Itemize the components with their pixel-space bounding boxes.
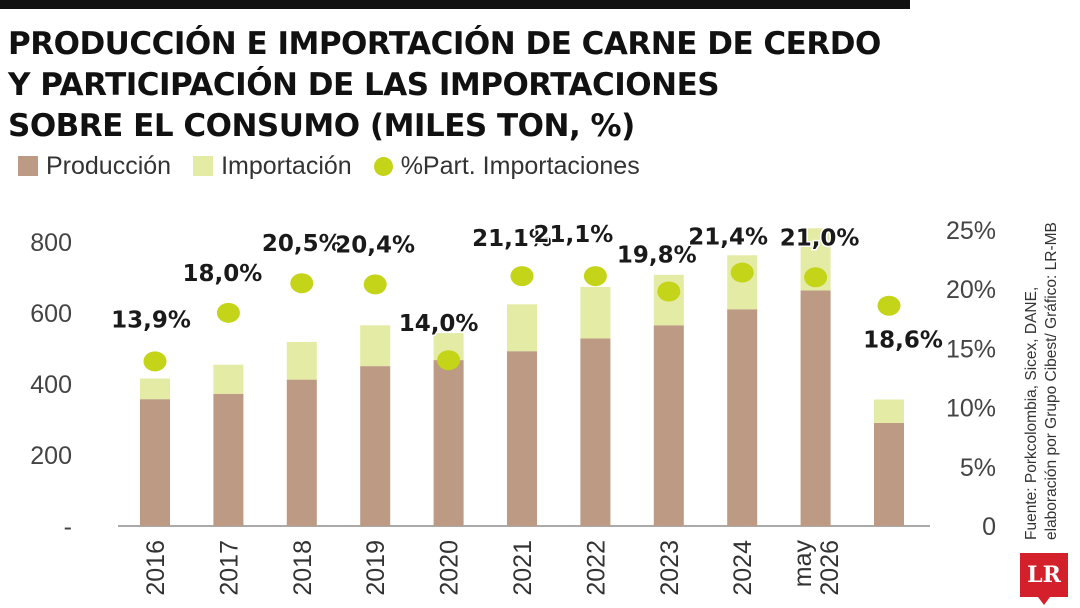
bar-produccion	[433, 360, 464, 526]
bar-importacion	[286, 341, 317, 380]
participacion-dot	[510, 266, 534, 287]
x-axis-category-label: 2026	[816, 540, 844, 596]
legend-item-participacion: %Part. Importaciones	[373, 151, 640, 181]
legend-label-produccion: Producción	[46, 151, 172, 180]
left-axis-tick-label: 800	[30, 229, 72, 257]
legend-item-importacion: Importación	[193, 152, 352, 181]
x-axis-category-label: 2020	[436, 540, 464, 596]
right-axis-tick-label: 0	[982, 513, 996, 541]
legend-label-participacion: %Part. Importaciones	[400, 151, 640, 180]
bar-importacion	[874, 399, 904, 423]
lr-logo: LR	[1020, 553, 1068, 597]
bar-importacion	[507, 304, 537, 352]
participacion-dot	[583, 266, 607, 287]
right-axis-tick-label: 10%	[946, 395, 996, 423]
chart-title: PRODUCCIÓN E IMPORTACIÓN DE CARNE DE CER…	[8, 24, 908, 147]
legend-swatch-produccion	[18, 156, 38, 176]
chart-plot: - 200 400 600 800 0 5% 10% 15% 20% 25% 13,9% 18,0% 20…	[30, 217, 996, 596]
title-line-2: Y PARTICIPACIÓN DE LAS IMPORTACIONES	[8, 67, 720, 103]
right-axis-tick-label: 20%	[946, 276, 996, 304]
bar-produccion	[140, 399, 170, 526]
left-axis-tick-label: 200	[30, 442, 72, 470]
legend-item-produccion: Producción	[18, 152, 171, 181]
bar-importacion	[580, 286, 611, 339]
bar-produccion	[507, 351, 537, 526]
legend-swatch-importacion	[193, 156, 214, 176]
bar-produccion	[653, 325, 684, 526]
participacion-dot	[437, 350, 461, 371]
x-axis-category-label: 2024	[729, 540, 757, 596]
participacion-dot	[657, 281, 681, 302]
participacion-data-label: 21,4%	[688, 225, 768, 251]
x-axis-category-label: 2022	[582, 540, 610, 596]
legend-dot-participacion	[373, 156, 393, 176]
participacion-data-label: 21,1%	[472, 226, 552, 252]
chart-legend: Producción Importación %Part. Importacio…	[18, 150, 662, 182]
bar-produccion	[360, 366, 391, 526]
bar-produccion	[727, 309, 758, 526]
participacion-data-label: 18,0%	[183, 261, 263, 287]
source-line-1: Fuente: Porkcolombia, Sicex, DANE,	[1023, 286, 1040, 540]
participacion-dot	[143, 351, 167, 372]
legend-label-importacion: Importación	[221, 151, 352, 180]
participacion-data-label: 21,1%	[534, 222, 614, 248]
source-text: Fuente: Porkcolombia, Sicex, DANE, elabo…	[1022, 210, 1072, 540]
source-note: Fuente: Porkcolombia, Sicex, DANE, elabo…	[1022, 210, 1072, 540]
bar-importacion	[140, 378, 170, 400]
left-axis-tick-label: -	[64, 513, 72, 541]
right-axis-tick-label: 25%	[946, 217, 996, 245]
title-line-1: PRODUCCIÓN E IMPORTACIÓN DE CARNE DE CER…	[8, 26, 881, 62]
right-axis-tick-label: 5%	[960, 454, 996, 482]
participacion-data-label: 21,0%	[780, 225, 860, 251]
participacion-data-label: 18,6%	[863, 328, 943, 354]
participacion-data-label: 19,8%	[617, 243, 697, 269]
bar-produccion	[286, 379, 317, 526]
participacion-data-label: 13,9%	[111, 307, 191, 333]
left-axis-tick-label: 400	[30, 371, 72, 399]
participacion-dot	[877, 295, 901, 316]
participacion-dot	[730, 262, 754, 283]
bar-produccion	[580, 338, 611, 526]
x-axis-category-label: 2021	[509, 540, 537, 596]
right-axis-tick-label: 15%	[946, 335, 996, 363]
title-line-3: SOBRE EL CONSUMO (MILES TON, %)	[8, 108, 635, 144]
bar-produccion	[800, 290, 831, 526]
participacion-data-label: 14,0%	[399, 311, 479, 337]
participacion-dot	[290, 273, 314, 294]
x-axis-category-label: 2019	[362, 540, 390, 596]
participacion-dot	[804, 267, 828, 288]
x-axis-category-label: 2016	[142, 540, 170, 596]
participacion-dot	[363, 274, 387, 295]
x-axis-category-label: may	[789, 540, 817, 588]
participacion-dot	[216, 302, 240, 323]
top-rule	[0, 0, 910, 9]
left-axis-tick-label: 600	[30, 300, 72, 328]
x-axis-category-label: 2018	[289, 540, 317, 596]
source-line-2: elaboración por Grupo Cibest/ Gráfico: L…	[1043, 222, 1060, 540]
bar-importacion	[213, 364, 244, 394]
bar-produccion	[213, 393, 244, 526]
participacion-data-label: 20,4%	[335, 232, 415, 258]
lr-logo-tail	[1038, 597, 1050, 605]
x-axis-category-label: 2023	[656, 540, 684, 596]
bar-produccion	[874, 422, 904, 526]
participacion-data-label: 20,5%	[262, 231, 342, 257]
x-axis-category-label: 2017	[215, 540, 243, 596]
bar-importacion	[360, 325, 391, 367]
